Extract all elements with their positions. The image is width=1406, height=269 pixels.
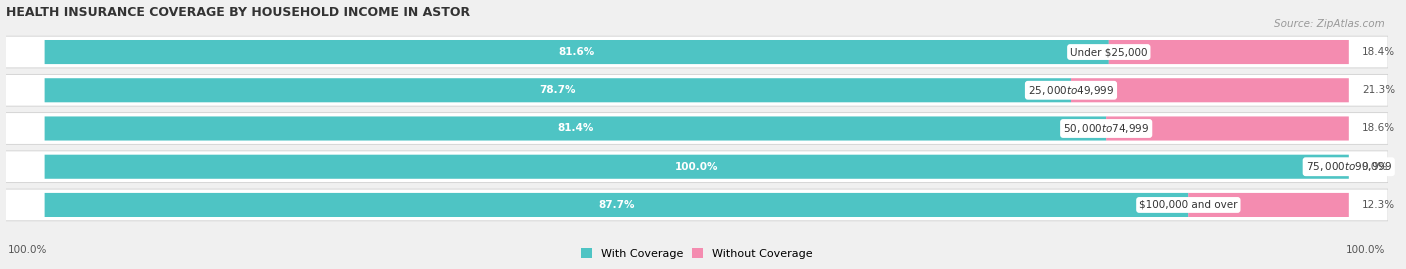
Text: 18.4%: 18.4% [1362,47,1395,57]
FancyBboxPatch shape [6,75,1388,106]
Text: 0.0%: 0.0% [1362,162,1388,172]
Text: $75,000 to $99,999: $75,000 to $99,999 [1306,160,1392,173]
FancyBboxPatch shape [1109,40,1348,64]
FancyBboxPatch shape [45,155,1348,179]
Text: 21.3%: 21.3% [1362,85,1395,95]
Text: 81.4%: 81.4% [557,123,593,133]
FancyBboxPatch shape [1071,78,1348,102]
FancyBboxPatch shape [6,36,1388,68]
Text: $100,000 and over: $100,000 and over [1139,200,1237,210]
Text: $25,000 to $49,999: $25,000 to $49,999 [1028,84,1114,97]
Legend: With Coverage, Without Coverage: With Coverage, Without Coverage [576,244,817,263]
Text: 100.0%: 100.0% [1346,245,1385,255]
FancyBboxPatch shape [6,151,1388,183]
FancyBboxPatch shape [45,78,1071,102]
Text: HEALTH INSURANCE COVERAGE BY HOUSEHOLD INCOME IN ASTOR: HEALTH INSURANCE COVERAGE BY HOUSEHOLD I… [6,6,470,19]
Text: Source: ZipAtlas.com: Source: ZipAtlas.com [1274,19,1385,29]
FancyBboxPatch shape [45,193,1188,217]
Text: $50,000 to $74,999: $50,000 to $74,999 [1063,122,1149,135]
Text: 78.7%: 78.7% [540,85,576,95]
FancyBboxPatch shape [45,116,1107,140]
Text: 100.0%: 100.0% [675,162,718,172]
FancyBboxPatch shape [6,113,1388,144]
FancyBboxPatch shape [1188,193,1348,217]
Text: 100.0%: 100.0% [8,245,48,255]
Text: 81.6%: 81.6% [558,47,595,57]
Text: 87.7%: 87.7% [599,200,634,210]
Text: 12.3%: 12.3% [1362,200,1395,210]
Text: Under $25,000: Under $25,000 [1070,47,1147,57]
FancyBboxPatch shape [6,189,1388,221]
Text: 18.6%: 18.6% [1362,123,1395,133]
FancyBboxPatch shape [45,40,1109,64]
FancyBboxPatch shape [1107,116,1348,140]
